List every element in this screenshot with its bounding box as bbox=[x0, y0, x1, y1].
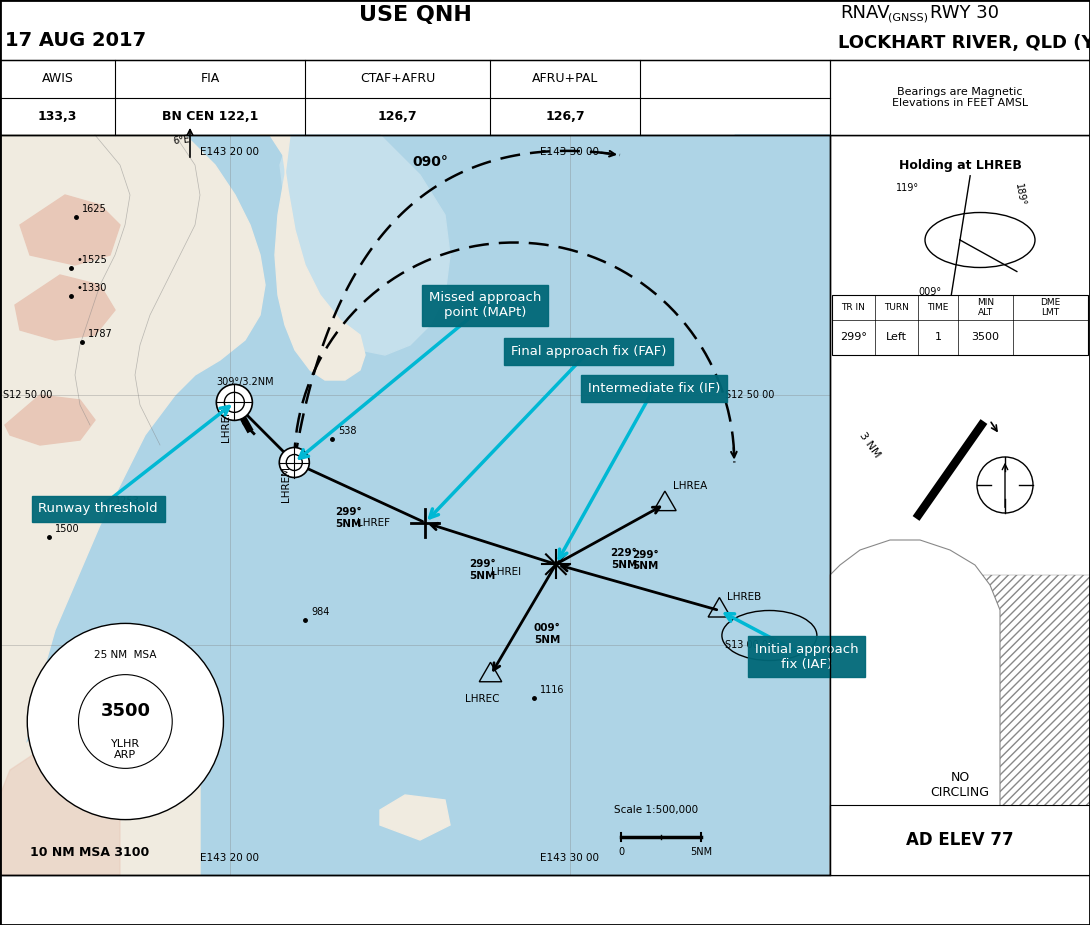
Text: Runway threshold: Runway threshold bbox=[38, 502, 158, 515]
Text: 984: 984 bbox=[312, 607, 329, 617]
Bar bbox=[829, 805, 1090, 875]
Text: LHREC: LHREC bbox=[465, 695, 499, 704]
Text: 1625: 1625 bbox=[83, 204, 107, 215]
Text: Final approach fix (FAF): Final approach fix (FAF) bbox=[511, 345, 666, 358]
Polygon shape bbox=[15, 275, 116, 340]
Text: 17 AUG 2017: 17 AUG 2017 bbox=[5, 31, 146, 51]
Circle shape bbox=[78, 674, 172, 769]
Text: 299°
5NM: 299° 5NM bbox=[335, 507, 361, 529]
Text: 10 NM MSA 3100: 10 NM MSA 3100 bbox=[31, 846, 149, 859]
Text: DME
LMT: DME LMT bbox=[1040, 298, 1061, 317]
Text: RWY 30: RWY 30 bbox=[930, 4, 1000, 22]
Text: 6°E: 6°E bbox=[173, 134, 191, 146]
Text: •1330: •1330 bbox=[77, 283, 107, 293]
Text: 25 NM  MSA: 25 NM MSA bbox=[94, 649, 157, 660]
Text: 009°
5NM: 009° 5NM bbox=[534, 623, 560, 645]
Text: 538: 538 bbox=[339, 426, 356, 437]
Text: 1: 1 bbox=[934, 332, 942, 342]
Text: E143 30 00: E143 30 00 bbox=[541, 147, 600, 157]
Circle shape bbox=[977, 457, 1033, 513]
Text: LHREA: LHREA bbox=[673, 481, 707, 491]
Text: 133,3: 133,3 bbox=[38, 110, 77, 123]
Bar bbox=[832, 295, 1088, 355]
Circle shape bbox=[279, 448, 310, 477]
Text: 1253: 1253 bbox=[116, 496, 140, 506]
Text: LHREF: LHREF bbox=[358, 518, 390, 527]
Text: 3500: 3500 bbox=[971, 332, 1000, 342]
Text: Holding at LHREB: Holding at LHREB bbox=[898, 158, 1021, 171]
Text: Missed approach
point (MAPt): Missed approach point (MAPt) bbox=[428, 291, 542, 319]
Text: Intermediate fix (IF): Intermediate fix (IF) bbox=[588, 382, 720, 395]
Text: FIA: FIA bbox=[201, 72, 219, 85]
Text: LOCKHART RIVER, QLD (YLHR): LOCKHART RIVER, QLD (YLHR) bbox=[838, 34, 1090, 52]
Text: 1787: 1787 bbox=[88, 329, 112, 339]
Text: E143 30 00: E143 30 00 bbox=[541, 853, 600, 863]
Text: 299°
5NM: 299° 5NM bbox=[469, 560, 495, 581]
Text: Left: Left bbox=[886, 332, 907, 342]
Text: S12 50 00: S12 50 00 bbox=[725, 390, 774, 400]
Circle shape bbox=[27, 623, 223, 820]
Text: 5NM: 5NM bbox=[690, 847, 713, 857]
Text: TR IN: TR IN bbox=[841, 303, 865, 312]
Text: S12 50 00: S12 50 00 bbox=[3, 390, 52, 400]
Text: BN CEN 122,1: BN CEN 122,1 bbox=[161, 110, 258, 123]
Text: 090°: 090° bbox=[412, 155, 448, 169]
Text: 299°
5NM: 299° 5NM bbox=[632, 549, 658, 572]
Text: E143 20 00: E143 20 00 bbox=[201, 853, 259, 863]
Text: AD ELEV 77: AD ELEV 77 bbox=[906, 831, 1014, 849]
Text: E143 20 00: E143 20 00 bbox=[201, 147, 259, 157]
Polygon shape bbox=[0, 135, 265, 845]
Text: AWIS: AWIS bbox=[41, 72, 73, 85]
Circle shape bbox=[216, 385, 253, 420]
Text: NO
CIRCLING: NO CIRCLING bbox=[931, 771, 990, 799]
Bar bbox=[829, 60, 1090, 135]
Text: Bearings are Magnetic
Elevations in FEET AMSL: Bearings are Magnetic Elevations in FEET… bbox=[892, 87, 1028, 108]
Text: TURN: TURN bbox=[884, 303, 909, 312]
Text: S13 00 00: S13 00 00 bbox=[725, 640, 774, 650]
Text: CTAF+AFRU: CTAF+AFRU bbox=[360, 72, 435, 85]
Polygon shape bbox=[20, 195, 120, 265]
Bar bbox=[0, 135, 829, 875]
Text: 229°
5NM: 229° 5NM bbox=[610, 548, 638, 570]
Bar bbox=[829, 575, 1090, 875]
Text: 009°: 009° bbox=[919, 287, 942, 297]
Polygon shape bbox=[5, 395, 95, 445]
Polygon shape bbox=[380, 795, 450, 840]
Text: Initial approach
fix (IAF): Initial approach fix (IAF) bbox=[754, 643, 859, 671]
Text: 3500: 3500 bbox=[100, 702, 150, 721]
Text: (GNSS): (GNSS) bbox=[888, 12, 928, 22]
Text: 0: 0 bbox=[618, 847, 625, 857]
Text: LHREH: LHREH bbox=[221, 407, 231, 442]
Text: USE QNH: USE QNH bbox=[359, 5, 472, 25]
Text: RNAV: RNAV bbox=[840, 4, 889, 22]
Polygon shape bbox=[735, 135, 829, 590]
Text: LHREB: LHREB bbox=[727, 591, 762, 601]
Polygon shape bbox=[280, 135, 450, 355]
Text: YLHR
ARP: YLHR ARP bbox=[111, 739, 140, 760]
Text: LHREM: LHREM bbox=[281, 466, 291, 502]
Polygon shape bbox=[0, 740, 120, 875]
Text: 1500: 1500 bbox=[56, 524, 80, 534]
Text: 3 NM: 3 NM bbox=[858, 430, 882, 460]
Text: TIME: TIME bbox=[928, 303, 948, 312]
Text: LHREI: LHREI bbox=[490, 567, 521, 577]
Text: 126,7: 126,7 bbox=[378, 110, 417, 123]
Polygon shape bbox=[0, 695, 199, 875]
Text: AFRU+PAL: AFRU+PAL bbox=[532, 72, 598, 85]
Text: 299°: 299° bbox=[840, 332, 867, 342]
Text: Scale 1:500,000: Scale 1:500,000 bbox=[615, 805, 699, 815]
Text: 119°: 119° bbox=[896, 183, 920, 193]
Text: 189°: 189° bbox=[1013, 183, 1027, 207]
Text: •1525: •1525 bbox=[77, 255, 108, 265]
Polygon shape bbox=[829, 540, 1000, 875]
Text: MIN
ALT: MIN ALT bbox=[977, 298, 994, 317]
Polygon shape bbox=[261, 135, 365, 380]
Bar bbox=[0, 135, 829, 875]
Text: 309°/3.2NM: 309°/3.2NM bbox=[216, 377, 274, 387]
Bar bbox=[829, 135, 1090, 875]
Text: 126,7: 126,7 bbox=[545, 110, 585, 123]
Text: 1116: 1116 bbox=[541, 685, 565, 696]
